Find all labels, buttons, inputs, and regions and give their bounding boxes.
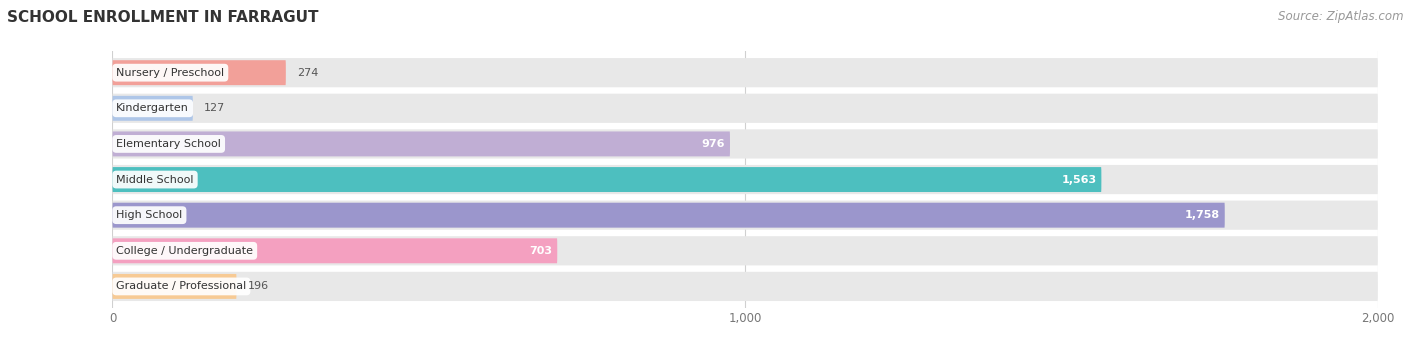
Text: 703: 703	[529, 246, 553, 256]
FancyBboxPatch shape	[112, 58, 1378, 87]
Text: Source: ZipAtlas.com: Source: ZipAtlas.com	[1278, 10, 1403, 23]
FancyBboxPatch shape	[112, 165, 1378, 194]
FancyBboxPatch shape	[112, 167, 1101, 192]
FancyBboxPatch shape	[112, 94, 1378, 123]
FancyBboxPatch shape	[112, 272, 1378, 301]
FancyBboxPatch shape	[112, 236, 1378, 265]
FancyBboxPatch shape	[112, 96, 193, 121]
Text: 1,563: 1,563	[1062, 174, 1097, 185]
Text: 1,758: 1,758	[1185, 210, 1219, 220]
Text: Nursery / Preschool: Nursery / Preschool	[117, 68, 225, 78]
Text: College / Undergraduate: College / Undergraduate	[117, 246, 253, 256]
Text: 196: 196	[247, 281, 269, 291]
Text: High School: High School	[117, 210, 183, 220]
FancyBboxPatch shape	[112, 129, 1378, 159]
Text: Elementary School: Elementary School	[117, 139, 221, 149]
FancyBboxPatch shape	[112, 200, 1378, 230]
Text: 127: 127	[204, 103, 225, 113]
FancyBboxPatch shape	[112, 238, 557, 263]
Text: Middle School: Middle School	[117, 174, 194, 185]
FancyBboxPatch shape	[112, 131, 730, 156]
FancyBboxPatch shape	[112, 203, 1225, 228]
Text: 274: 274	[297, 68, 319, 78]
FancyBboxPatch shape	[112, 60, 285, 85]
Text: Kindergarten: Kindergarten	[117, 103, 190, 113]
Text: 976: 976	[702, 139, 725, 149]
FancyBboxPatch shape	[112, 274, 236, 299]
Text: SCHOOL ENROLLMENT IN FARRAGUT: SCHOOL ENROLLMENT IN FARRAGUT	[7, 10, 319, 25]
Text: Graduate / Professional: Graduate / Professional	[117, 281, 246, 291]
